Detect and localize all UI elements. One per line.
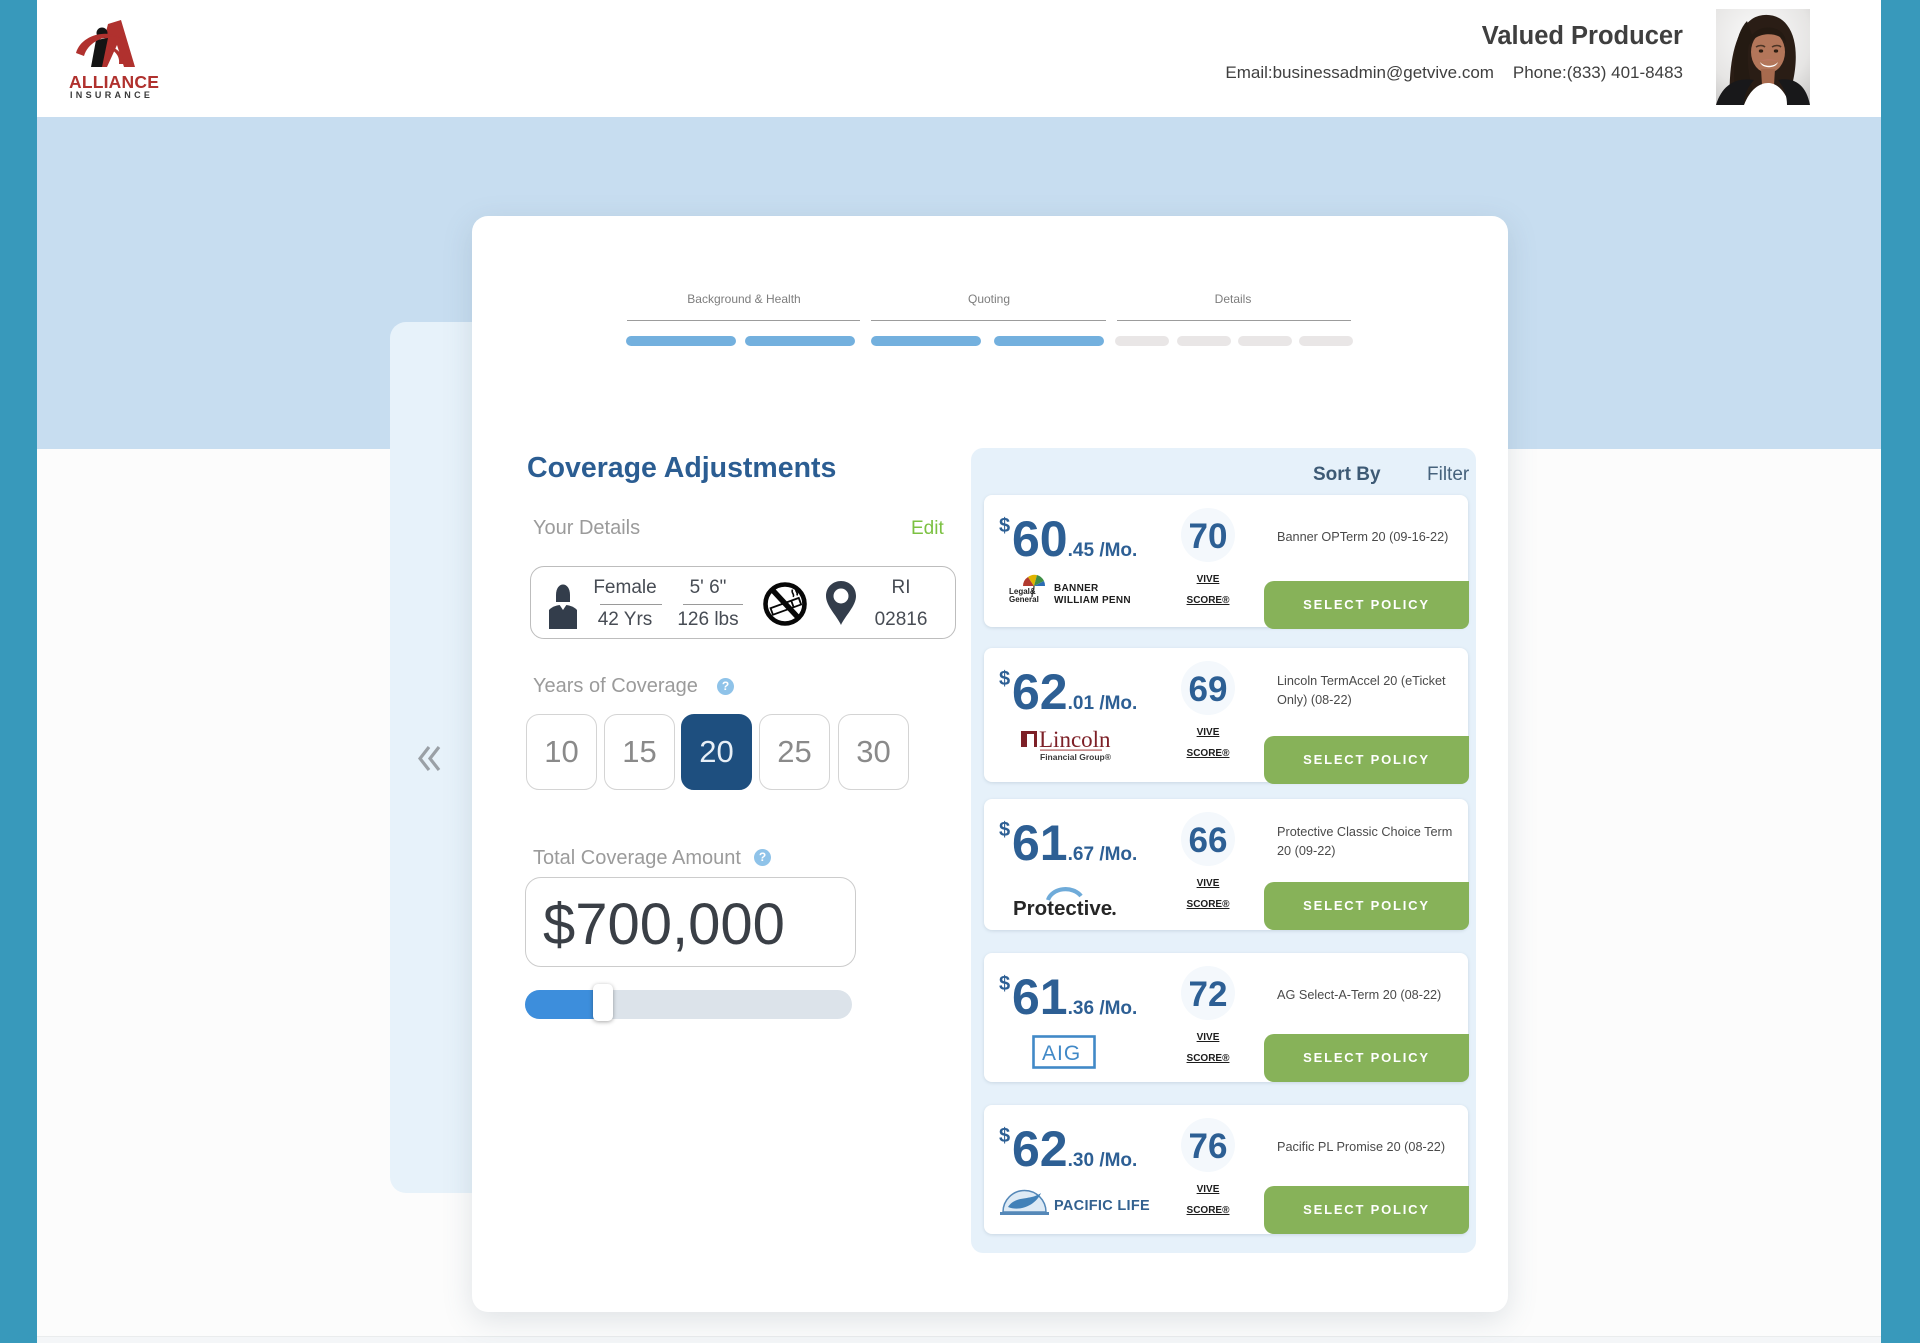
svg-text:PACIFIC LIFE: PACIFIC LIFE (1054, 1198, 1150, 1214)
svg-text:BANNER: BANNER (1054, 583, 1099, 594)
svg-text:ALLIANCE: ALLIANCE (69, 72, 159, 92)
svg-text:Protective: Protective (1013, 897, 1112, 920)
svg-text:AIG: AIG (1042, 1042, 1081, 1065)
svg-text:Financial Group®: Financial Group® (1040, 752, 1112, 762)
svg-text:Lincoln: Lincoln (1039, 727, 1111, 752)
svg-text:INSURANCE: INSURANCE (70, 90, 153, 98)
svg-text:WILLIAM PENN: WILLIAM PENN (1054, 595, 1131, 606)
svg-text:Legal&: Legal& (1009, 587, 1036, 596)
svg-text:General: General (1009, 595, 1039, 604)
